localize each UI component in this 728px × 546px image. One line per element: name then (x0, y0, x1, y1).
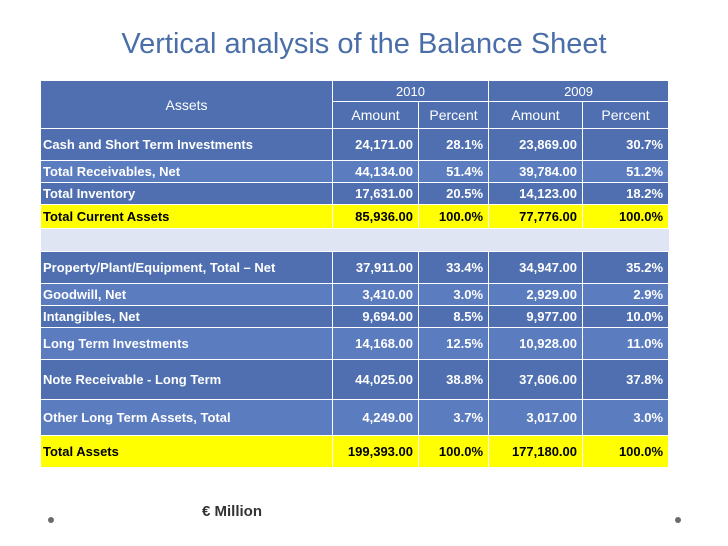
amount-2010: 17,631.00 (332, 182, 419, 205)
assets-header: Assets (40, 80, 333, 129)
table-row-total-current: Total Current Assets 85,936.00 100.0% 77… (40, 204, 670, 229)
percent-2010: 12.5% (417, 327, 490, 360)
table-row: Total Inventory 17,631.00 20.5% 14,123.0… (40, 182, 670, 205)
slide-title: Vertical analysis of the Balance Sheet (121, 28, 607, 60)
percent-2010: 51.4% (417, 160, 490, 183)
percent-2010: 20.5% (417, 182, 490, 205)
table-row: Goodwill, Net 3,410.00 3.0% 2,929.00 2.9… (40, 283, 670, 306)
amount-2010: 44,025.00 (332, 359, 419, 400)
year-2009-header: 2009 (488, 80, 670, 102)
row-label: Other Long Term Assets, Total (40, 399, 333, 436)
percent-2010: 3.7% (417, 399, 490, 436)
table-row: Property/Plant/Equipment, Total – Net 37… (40, 251, 670, 284)
percent-2010: 38.8% (417, 359, 490, 400)
row-label: Total Assets (40, 435, 333, 468)
units-note: € Million (202, 503, 262, 520)
percent-2010: 100.0% (417, 204, 490, 229)
table-row: Intangibles, Net 9,694.00 8.5% 9,977.00 … (40, 305, 670, 328)
row-label: Cash and Short Term Investments (40, 128, 333, 161)
table-row: Total Receivables, Net 44,134.00 51.4% 3… (40, 160, 670, 183)
percent-2009: 100.0% (582, 435, 670, 468)
amount-2010: 85,936.00 (332, 204, 419, 229)
year-2010-header: 2010 (331, 80, 490, 102)
amount-2009: 34,947.00 (488, 251, 584, 284)
percent-2009: 30.7% (582, 128, 670, 161)
amount-2009: 9,977.00 (488, 305, 584, 328)
amount-2010: 9,694.00 (332, 305, 419, 328)
percent-2010-header: Percent (417, 101, 490, 129)
row-label: Total Inventory (40, 182, 333, 205)
percent-2009-header: Percent (582, 101, 670, 129)
percent-2009: 100.0% (582, 204, 670, 229)
percent-2009: 10.0% (582, 305, 670, 328)
amount-2009: 10,928.00 (488, 327, 584, 360)
amount-2009: 2,929.00 (488, 283, 584, 306)
row-label: Property/Plant/Equipment, Total – Net (40, 251, 333, 284)
percent-2010: 8.5% (417, 305, 490, 328)
percent-2009: 2.9% (582, 283, 670, 306)
row-label: Note Receivable - Long Term (40, 359, 333, 400)
slide-dot-right (675, 517, 681, 523)
amount-2010: 14,168.00 (332, 327, 419, 360)
amount-2009: 39,784.00 (488, 160, 584, 183)
row-label: Intangibles, Net (40, 305, 333, 328)
table-row: Cash and Short Term Investments 24,171.0… (40, 128, 670, 161)
amount-2010: 3,410.00 (332, 283, 419, 306)
row-label: Total Receivables, Net (40, 160, 333, 183)
amount-2009-header: Amount (488, 101, 584, 129)
percent-2010: 3.0% (417, 283, 490, 306)
row-label: Total Current Assets (40, 204, 333, 229)
percent-2010: 100.0% (417, 435, 490, 468)
amount-2010-header: Amount (332, 101, 419, 129)
table-row: Long Term Investments 14,168.00 12.5% 10… (40, 327, 670, 360)
percent-2009: 37.8% (582, 359, 670, 400)
percent-2010: 28.1% (417, 128, 490, 161)
percent-2009: 18.2% (582, 182, 670, 205)
table-row: Note Receivable - Long Term 44,025.00 38… (40, 359, 670, 400)
percent-2009: 51.2% (582, 160, 670, 183)
amount-2010: 44,134.00 (332, 160, 419, 183)
row-label: Goodwill, Net (40, 283, 333, 306)
amount-2009: 14,123.00 (488, 182, 584, 205)
amount-2009: 3,017.00 (488, 399, 584, 436)
table-row-total-assets: Total Assets 199,393.00 100.0% 177,180.0… (40, 435, 670, 468)
amount-2010: 4,249.00 (332, 399, 419, 436)
amount-2009: 37,606.00 (488, 359, 584, 400)
amount-2010: 37,911.00 (332, 251, 419, 284)
amount-2010: 24,171.00 (332, 128, 419, 161)
percent-2009: 35.2% (582, 251, 670, 284)
slide-dot-left (48, 517, 54, 523)
table-row: Other Long Term Assets, Total 4,249.00 3… (40, 399, 670, 436)
amount-2009: 77,776.00 (488, 204, 584, 229)
amount-2009: 177,180.00 (488, 435, 584, 468)
row-label: Long Term Investments (40, 327, 333, 360)
balance-sheet-table: Assets 2010 2009 Amount Percent Amount P… (40, 80, 670, 468)
percent-2009: 11.0% (582, 327, 670, 360)
spacer-row (40, 228, 669, 252)
amount-2009: 23,869.00 (488, 128, 584, 161)
percent-2009: 3.0% (582, 399, 670, 436)
percent-2010: 33.4% (417, 251, 490, 284)
amount-2010: 199,393.00 (332, 435, 419, 468)
